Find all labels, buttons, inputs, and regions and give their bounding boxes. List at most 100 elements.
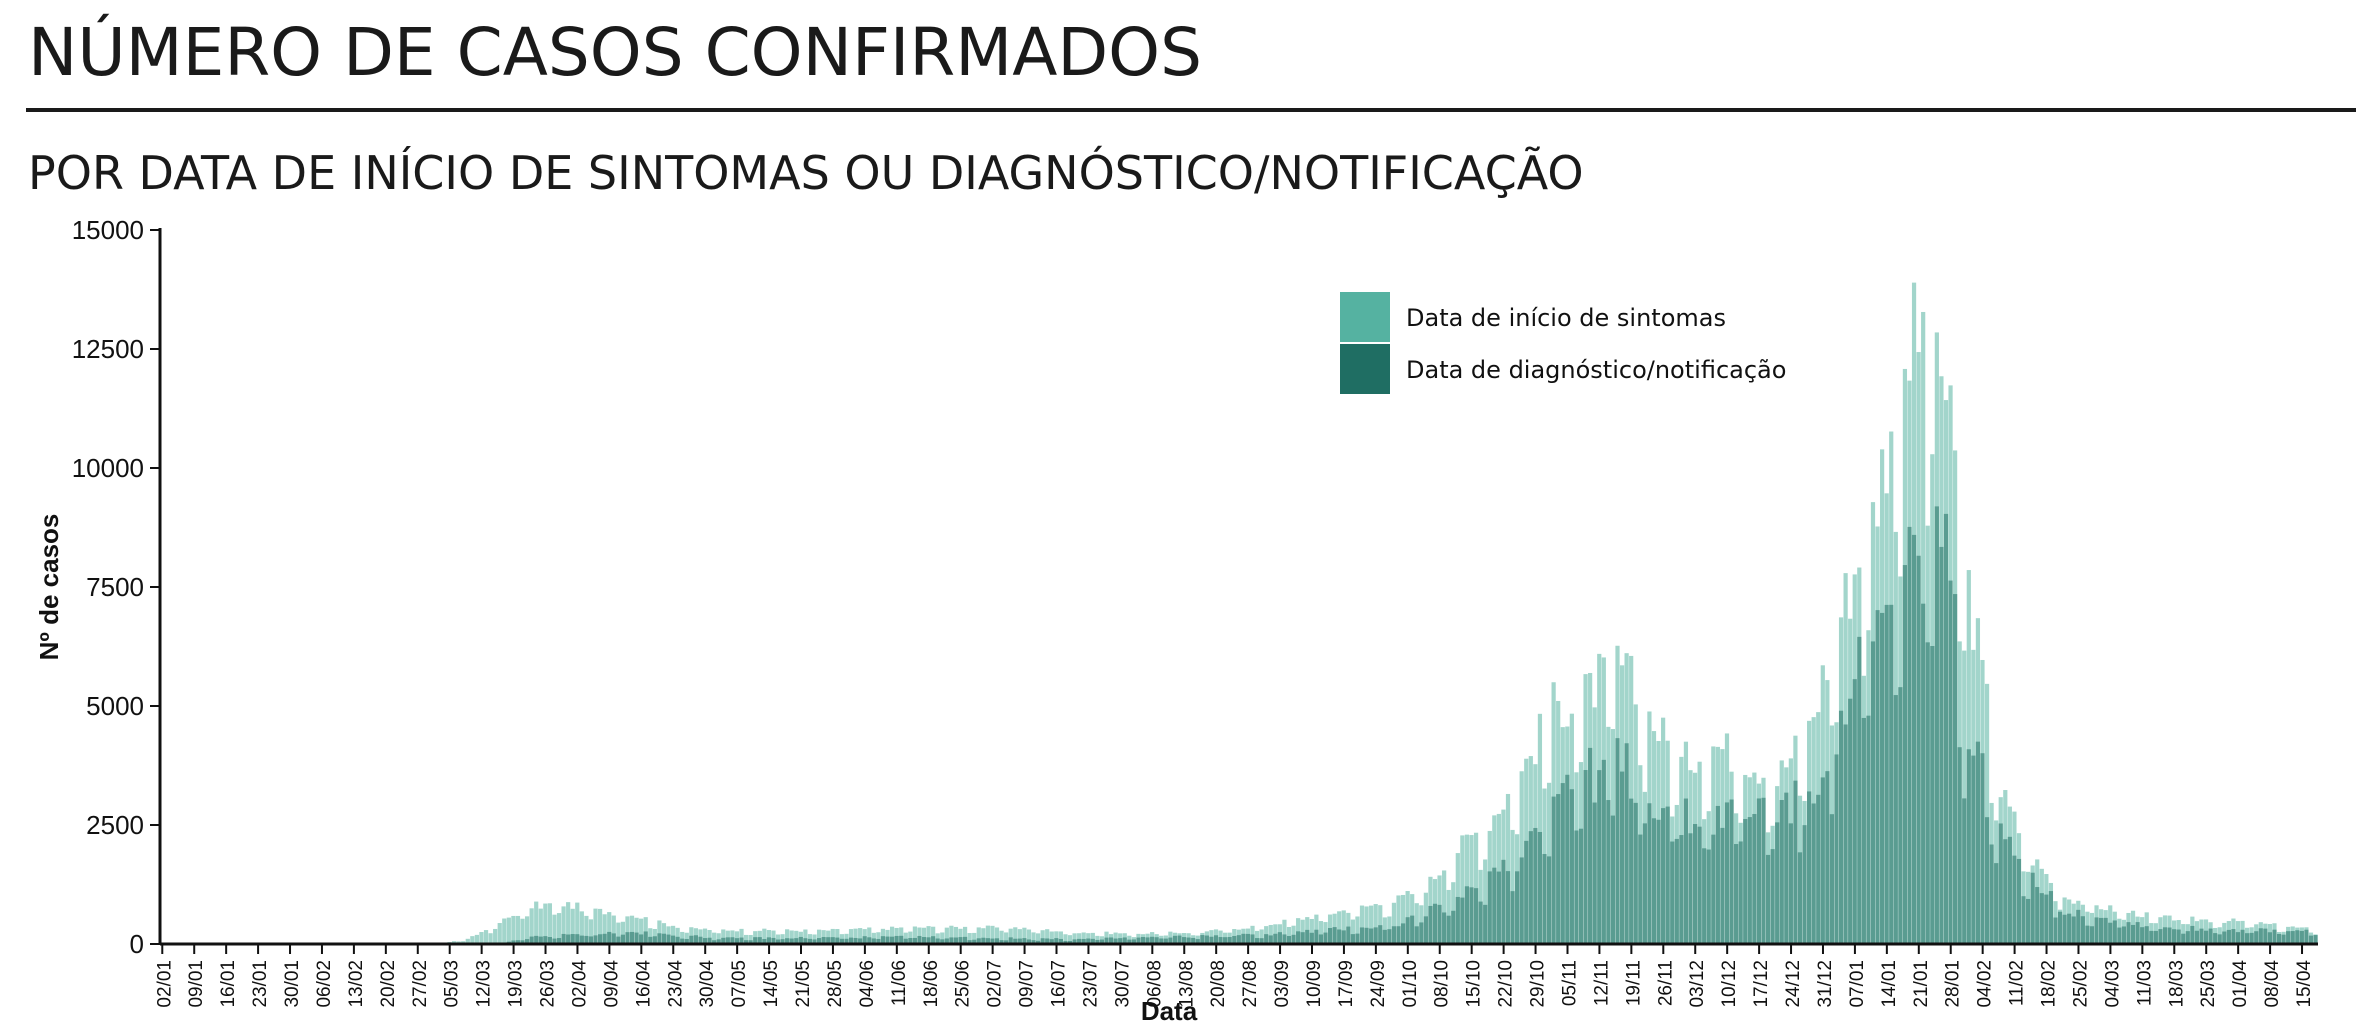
bar-diagnostico [889,936,895,944]
bar-diagnostico [1446,915,1451,944]
bar-diagnostico [1131,939,1136,944]
bar-diagnostico [1866,715,1871,944]
bar-diagnostico [917,935,922,944]
bar-diagnostico [1254,938,1260,944]
bar-diagnostico [1966,749,1971,944]
bar-sintomas [707,930,712,944]
bar-diagnostico [853,937,858,944]
bar-diagnostico [1724,802,1730,944]
bar-diagnostico [597,934,603,944]
bar-diagnostico [1524,840,1529,944]
bar-diagnostico [2181,933,2186,944]
bar-diagnostico [547,937,552,944]
bar-diagnostico [1505,871,1511,944]
bar-sintomas [967,933,972,944]
x-tick-label: 15/04 [2294,960,2315,1008]
bar-sintomas [488,933,493,944]
bar-diagnostico [1688,833,1693,944]
bar-diagnostico [2117,927,2122,944]
bar-sintomas [739,928,744,944]
bar-diagnostico [2035,887,2040,944]
bar-diagnostico [1592,802,1597,944]
bar-diagnostico [1880,612,1885,944]
bar-diagnostico [734,938,740,944]
bar-sintomas [597,908,603,944]
x-tick-label: 18/02 [2039,960,2060,1008]
bar-diagnostico [2258,928,2263,944]
x-tick-label: 20/02 [378,960,399,1008]
bar-diagnostico [1738,841,1743,944]
bar-diagnostico [1026,939,1032,944]
bar-sintomas [999,930,1004,944]
bar-diagnostico [1619,771,1625,944]
bar-diagnostico [1423,916,1428,944]
bar-sintomas [1510,829,1515,944]
bar-diagnostico [2158,929,2163,944]
bar-diagnostico [1232,935,1237,944]
bar-sintomas [634,917,639,944]
bar-diagnostico [1373,927,1378,944]
bar-diagnostico [1934,506,1939,944]
bar-diagnostico [757,937,762,944]
bar-diagnostico [2144,926,2149,944]
bar-diagnostico [1519,857,1524,944]
legend-label-diagnostico: Data de diagnóstico/notificação [1406,356,1786,384]
bar-diagnostico [921,937,927,944]
bar-diagnostico [1875,610,1880,944]
bar-sintomas [985,925,990,944]
bar-diagnostico [1884,604,1889,944]
bar-diagnostico [1811,803,1816,944]
bar-diagnostico [903,938,908,944]
bar-diagnostico [2076,909,2081,944]
page-subtitle: POR DATA DE INÍCIO DE SINTOMAS OU DIAGNÓ… [28,146,1584,200]
x-tick-label: 28/01 [1943,960,1964,1008]
x-tick-label: 06/08 [1144,960,1165,1008]
bar-diagnostico [1606,800,1611,944]
x-tick-label: 21/05 [793,960,814,1008]
y-tick-label: 12500 [72,334,144,364]
bar-diagnostico [1218,937,1223,944]
bar-diagnostico [885,936,890,944]
bar-diagnostico [1560,783,1565,944]
bar-diagnostico [1432,903,1438,944]
y-tick-label: 7500 [86,572,144,602]
bar-diagnostico [1902,565,1908,944]
bar-diagnostico [1665,806,1670,944]
bar-diagnostico [1163,938,1168,944]
bar-sintomas [1314,914,1319,944]
bar-sintomas [1008,928,1013,944]
x-tick-label: 23/07 [1080,960,1101,1008]
bar-diagnostico [1752,813,1757,944]
bar-diagnostico [1259,938,1264,944]
bar-sintomas [1396,895,1401,944]
bar-diagnostico [648,936,653,944]
bar-sintomas [766,930,771,944]
bar-diagnostico [634,932,639,944]
bar-diagnostico [1054,938,1059,944]
bar-diagnostico [1565,774,1570,944]
bar-diagnostico [670,935,676,944]
bar-diagnostico [1337,929,1342,944]
bar-sintomas [529,908,534,944]
bar-diagnostico [538,936,543,944]
x-tick-label: 18/03 [2166,960,2187,1008]
bar-diagnostico [1734,844,1739,944]
bar-sintomas [698,929,703,944]
bar-diagnostico [1031,940,1036,944]
bar-diagnostico [858,938,863,944]
bar-sintomas [889,926,895,944]
bar-diagnostico [1296,931,1301,944]
bar-sintomas [812,934,817,944]
bar-diagnostico [999,940,1004,944]
legend: Data de início de sintomas Data de diagnó… [1340,292,1786,394]
bar-diagnostico [1629,798,1634,944]
bar-diagnostico [1911,534,1917,944]
x-tick-label: 30/07 [1112,960,1133,1008]
bar-diagnostico [766,937,771,944]
x-tick-label: 06/02 [314,960,335,1008]
bar-diagnostico [972,939,977,944]
bar-diagnostico [1236,935,1241,944]
bar-sintomas [1391,902,1397,944]
bar-diagnostico [566,934,571,944]
x-tick-label: 29/10 [1528,960,1549,1008]
